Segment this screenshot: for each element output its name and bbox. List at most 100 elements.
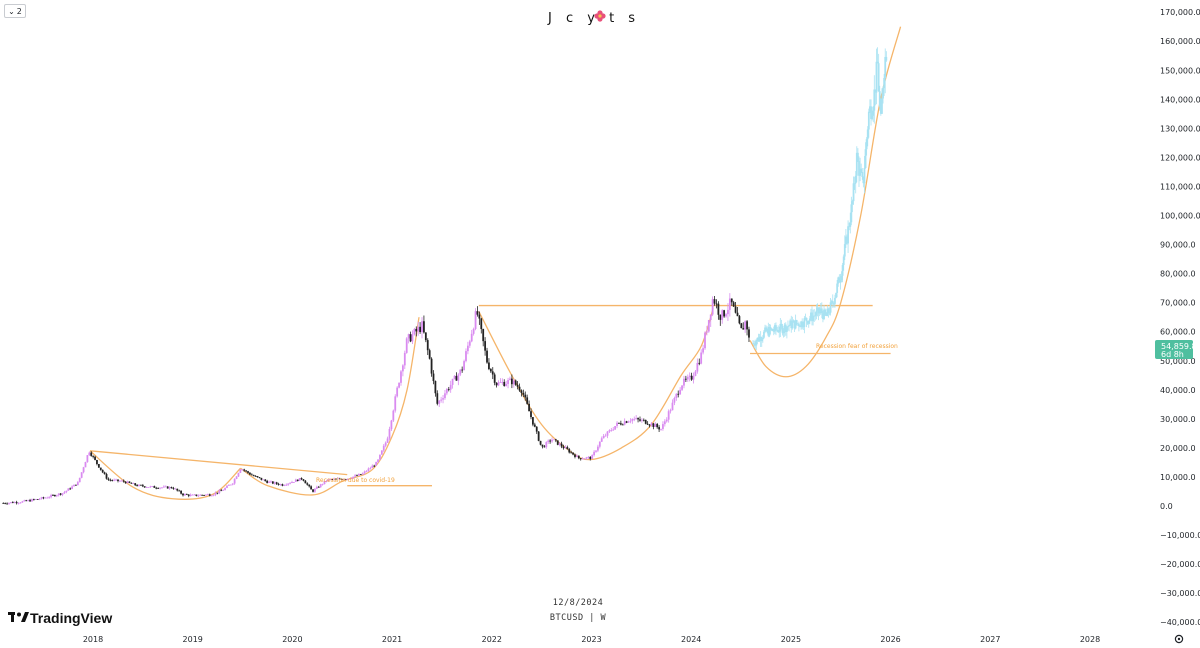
projection-candle (875, 61, 878, 93)
candle (380, 450, 383, 455)
candle (48, 497, 51, 498)
candle (76, 482, 79, 486)
projection-candle (790, 320, 793, 329)
candle (684, 378, 687, 380)
interval-dropdown[interactable]: ⌄ 2 (4, 4, 26, 18)
candle (583, 458, 586, 460)
y-tick-label: 40,000.0 (1160, 386, 1196, 395)
candle (34, 499, 37, 500)
candle (237, 472, 240, 477)
candle (11, 502, 14, 504)
candle (631, 418, 634, 421)
candle (656, 424, 659, 428)
candle (21, 501, 24, 503)
projection-candle (766, 328, 769, 332)
candle (174, 488, 177, 490)
projection-candle (824, 309, 827, 315)
gear-icon[interactable] (1174, 634, 1184, 644)
price-badge-price: 54,859.8 (1161, 342, 1197, 351)
candle (348, 478, 351, 480)
candle (136, 485, 139, 487)
candle (279, 484, 282, 486)
candle (635, 418, 638, 419)
candle (428, 350, 431, 359)
candle (270, 481, 272, 483)
candle (709, 314, 712, 320)
candle (132, 483, 135, 485)
candle (300, 478, 303, 480)
projection-candle (881, 98, 883, 114)
candle (233, 478, 236, 484)
candle (679, 389, 682, 395)
candle (57, 493, 60, 496)
candle (688, 375, 691, 377)
candle (660, 428, 662, 430)
x-tick-label: 2022 (482, 635, 502, 644)
candle (621, 424, 624, 426)
candle (226, 485, 228, 488)
candle (744, 321, 747, 330)
projection-candle (862, 176, 865, 184)
projection-candle (883, 78, 886, 89)
candle (419, 326, 421, 333)
candle (740, 323, 743, 329)
candle (86, 455, 89, 463)
candle (212, 494, 215, 496)
candle (258, 477, 261, 478)
candle (140, 484, 142, 486)
candle (15, 502, 18, 504)
candle (84, 462, 87, 468)
candle (298, 478, 301, 482)
cup-curve (89, 450, 242, 500)
candle (354, 475, 356, 477)
candle (260, 477, 263, 480)
candle (6, 503, 8, 505)
candle (197, 495, 200, 497)
candle (728, 298, 731, 310)
candle (489, 369, 492, 372)
projection-candle (772, 330, 775, 332)
candle (2, 503, 5, 504)
candle (377, 459, 379, 462)
candle (67, 488, 70, 491)
candle (470, 333, 473, 342)
projection-candle (820, 308, 823, 314)
candle (671, 402, 674, 411)
projection-candle (770, 329, 773, 330)
candle (218, 490, 221, 494)
candle (411, 334, 414, 342)
candle (97, 464, 100, 468)
projection-candle (834, 297, 836, 304)
candle (105, 474, 108, 479)
candle (168, 487, 171, 489)
candle (350, 478, 353, 479)
candle (149, 486, 152, 488)
projection-candle (827, 308, 830, 314)
candle (572, 452, 574, 455)
candle (732, 302, 735, 307)
candle (266, 480, 269, 483)
candle (287, 483, 290, 485)
projection-candle (855, 152, 858, 176)
candle (575, 455, 578, 457)
candle (711, 299, 714, 315)
candle (80, 472, 83, 478)
y-tick-label: −40,000.0 (1160, 618, 1200, 627)
candle (103, 472, 106, 475)
candle (474, 311, 477, 330)
y-tick-label: 160,000.0 (1160, 37, 1200, 46)
candle (19, 502, 22, 504)
projection-candle (780, 323, 783, 326)
projection-candle (792, 320, 795, 323)
projection-candle (872, 110, 875, 116)
candle (746, 321, 748, 330)
candle (528, 403, 530, 412)
x-tick-label: 2027 (980, 635, 1000, 644)
y-tick-label: 140,000.0 (1160, 95, 1200, 104)
candle (134, 483, 137, 486)
candle (585, 457, 588, 459)
projection-candles (752, 47, 888, 351)
projection-candle (836, 283, 839, 293)
y-tick-label: 10,000.0 (1160, 473, 1196, 482)
